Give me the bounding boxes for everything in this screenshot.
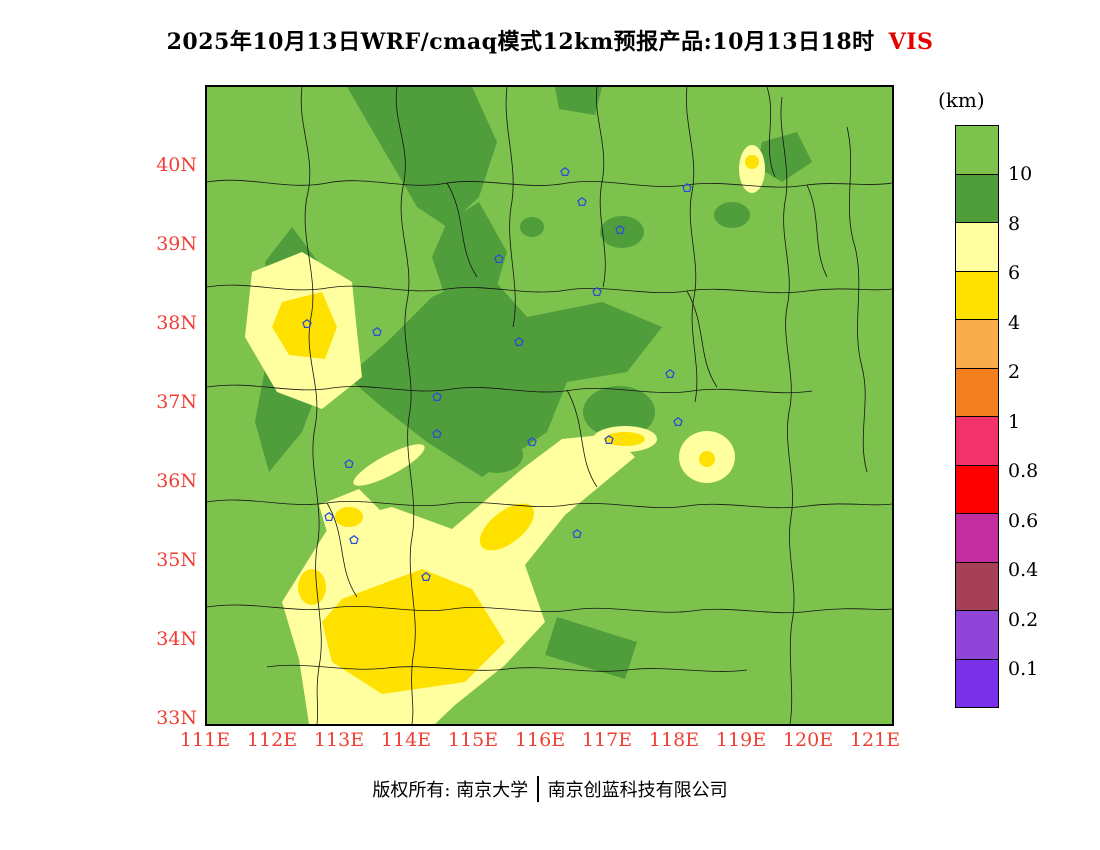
lat-label-36n: 36N [156,470,197,492]
page-title: 2025年10月13日WRF/cmaq模式12km预报产品:10月13日18时 V… [0,24,1100,56]
legend-tick-label: 8 [1008,213,1021,235]
lat-label-34n: 34N [156,628,197,650]
legend-colorbar [955,125,1001,708]
legend-tick-label: 10 [1008,163,1033,185]
lat-label-40n: 40N [156,154,197,176]
legend-tick-label: 6 [1008,262,1021,284]
legend-color-box [955,125,999,175]
legend-tick-label: 1 [1008,411,1021,433]
lon-label-115e: 115E [447,729,499,751]
lon-label-121e: 121E [849,729,901,751]
legend-tick-label: 0.6 [1008,510,1039,532]
visibility-map-svg [207,87,892,724]
title-variable-tag: VIS [888,29,934,55]
lon-label-114e: 114E [380,729,432,751]
copyright-owner: 版权所有: 南京大学 [372,780,529,801]
legend-color-box [955,416,999,466]
copyright-company: 南京创蓝科技有限公司 [547,780,728,801]
province-boundaries [207,87,892,724]
lon-label-120e: 120E [782,729,834,751]
lon-label-117e: 117E [581,729,633,751]
legend-color-box [955,367,999,417]
legend-color-box [955,513,999,563]
visibility-fill-layer [207,87,892,724]
legend-color-box [955,610,999,660]
lat-label-39n: 39N [156,233,197,255]
lat-label-38n: 38N [156,312,197,334]
legend-color-box [955,173,999,223]
footer-copyright: 版权所有: 南京大学 南京创蓝科技有限公司 [0,776,1100,802]
lon-label-112e: 112E [246,729,298,751]
legend-color-box [955,464,999,514]
title-text: 2025年10月13日WRF/cmaq模式12km预报产品:10月13日18时 [166,29,875,55]
lat-label-35n: 35N [156,549,197,571]
legend-color-box [955,222,999,272]
lon-label-116e: 116E [514,729,566,751]
legend-tick-label: 0.1 [1008,658,1039,680]
legend-color-box [955,561,999,611]
lat-label-37n: 37N [156,391,197,413]
lon-label-113e: 113E [313,729,365,751]
legend-tick-label: 0.2 [1008,609,1039,631]
lon-label-111e: 111E [179,729,231,751]
legend-color-box [955,319,999,369]
forecast-map [205,85,894,726]
legend-unit-label: (km) [938,88,985,112]
legend-color-box [955,658,999,708]
legend-tick-label: 0.4 [1008,559,1039,581]
legend-tick-label: 4 [1008,312,1021,334]
footer-divider [537,776,539,802]
lat-label-33n: 33N [156,707,197,729]
legend-tick-label: 0.8 [1008,460,1039,482]
lon-label-118e: 118E [648,729,700,751]
lon-label-119e: 119E [715,729,767,751]
legend-tick-label: 2 [1008,361,1021,383]
legend-color-box [955,270,999,320]
